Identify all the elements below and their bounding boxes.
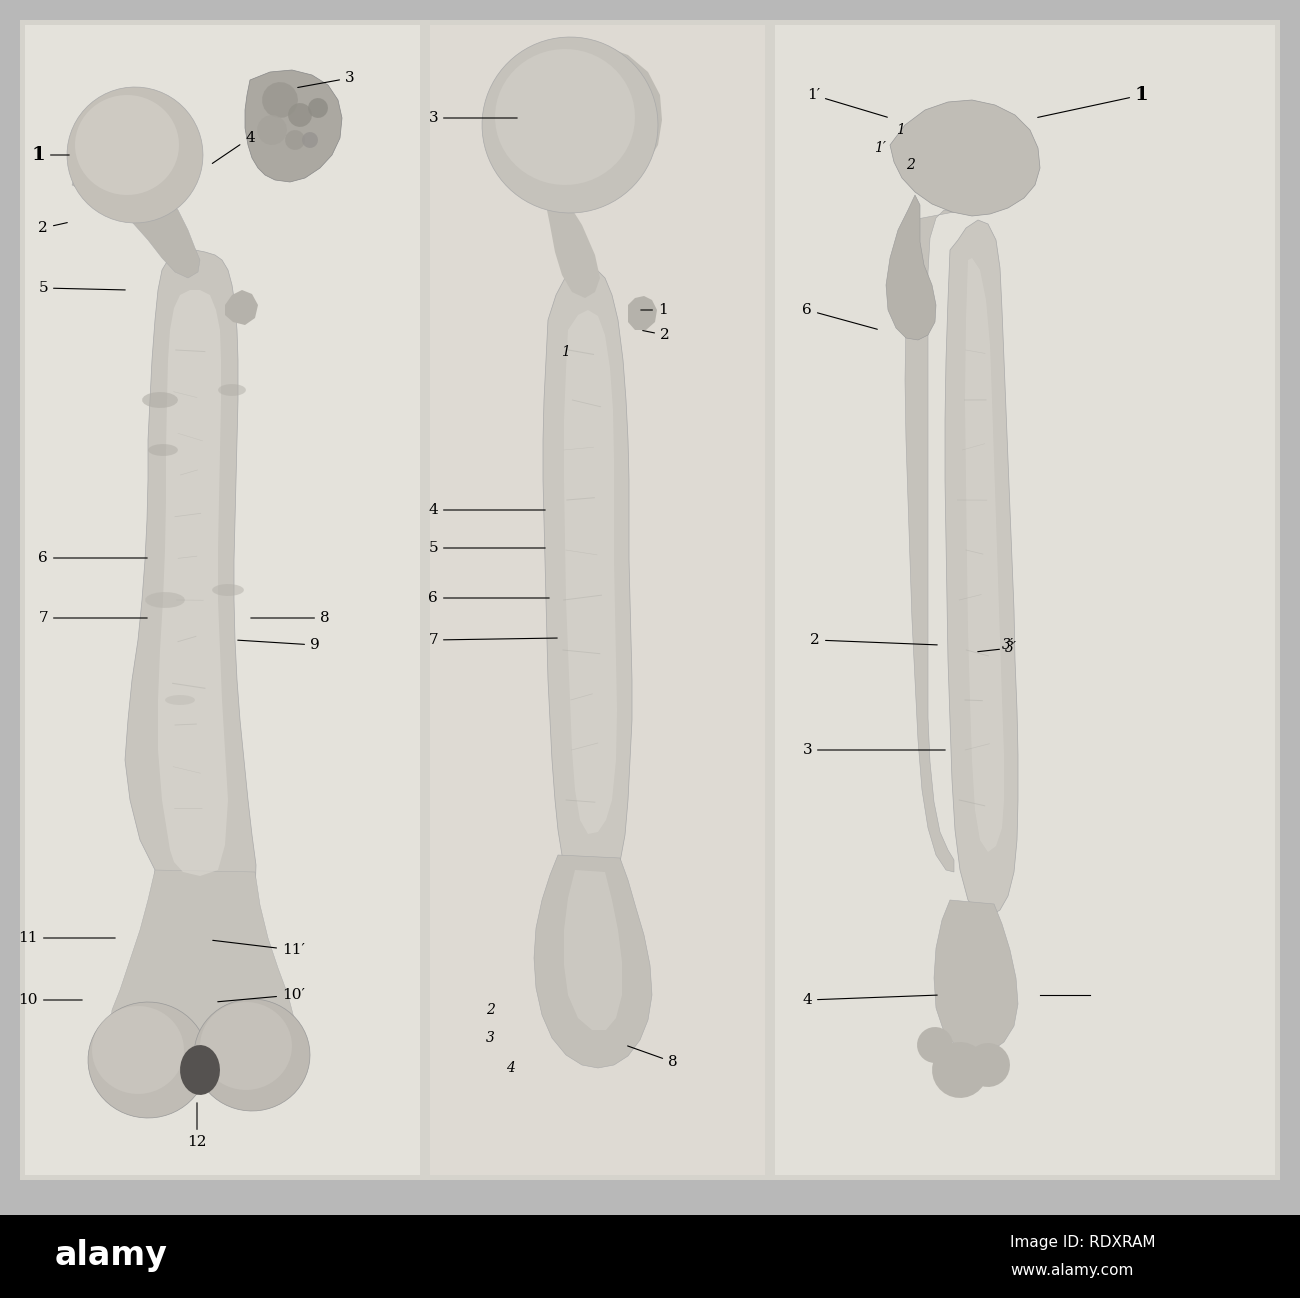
Polygon shape xyxy=(88,1002,208,1118)
Text: 1: 1 xyxy=(1037,86,1149,117)
Polygon shape xyxy=(125,251,256,958)
Polygon shape xyxy=(543,265,632,898)
Polygon shape xyxy=(289,103,312,127)
Polygon shape xyxy=(538,45,662,188)
Text: 2: 2 xyxy=(906,158,914,173)
Text: 4: 4 xyxy=(802,993,937,1007)
Polygon shape xyxy=(146,592,185,607)
Text: 1′: 1′ xyxy=(807,88,888,117)
Text: 3: 3 xyxy=(802,742,945,757)
Polygon shape xyxy=(244,70,342,182)
Polygon shape xyxy=(148,444,178,456)
Text: 7: 7 xyxy=(39,611,147,626)
Polygon shape xyxy=(111,870,295,1083)
Polygon shape xyxy=(75,95,179,195)
Polygon shape xyxy=(263,82,298,118)
Text: 1′: 1′ xyxy=(874,141,887,154)
Text: 6: 6 xyxy=(38,550,147,565)
Polygon shape xyxy=(285,130,306,151)
Bar xyxy=(430,25,764,1175)
Polygon shape xyxy=(628,296,656,330)
Polygon shape xyxy=(92,1006,185,1094)
Polygon shape xyxy=(932,1042,988,1098)
Text: 5: 5 xyxy=(39,280,125,295)
Text: www.alamy.com: www.alamy.com xyxy=(1010,1263,1134,1277)
Polygon shape xyxy=(495,49,634,186)
Text: 4: 4 xyxy=(506,1060,515,1075)
Text: 6: 6 xyxy=(802,302,878,330)
Bar xyxy=(775,25,1275,1175)
Text: alamy: alamy xyxy=(55,1240,168,1272)
Text: 4: 4 xyxy=(428,504,545,517)
Text: 7: 7 xyxy=(429,633,558,646)
Polygon shape xyxy=(945,219,1018,916)
Polygon shape xyxy=(905,210,954,872)
Polygon shape xyxy=(218,384,246,396)
Polygon shape xyxy=(528,160,601,299)
Polygon shape xyxy=(534,855,653,1068)
Polygon shape xyxy=(564,870,621,1031)
Polygon shape xyxy=(194,999,309,1111)
Text: 2: 2 xyxy=(38,221,68,235)
Bar xyxy=(20,19,1280,1180)
Polygon shape xyxy=(482,38,658,213)
Polygon shape xyxy=(966,1044,1010,1086)
Text: 10: 10 xyxy=(18,993,82,1007)
Text: 1: 1 xyxy=(896,123,905,138)
Text: 3: 3 xyxy=(298,71,355,87)
Polygon shape xyxy=(142,392,178,408)
Text: 2: 2 xyxy=(810,633,937,646)
Polygon shape xyxy=(212,584,244,596)
Polygon shape xyxy=(933,900,1018,1054)
Text: 10′: 10′ xyxy=(218,988,306,1002)
Text: 11′: 11′ xyxy=(213,940,306,957)
Polygon shape xyxy=(181,1045,220,1096)
Text: Image ID: RDXRAM: Image ID: RDXRAM xyxy=(1010,1234,1156,1250)
Polygon shape xyxy=(308,99,328,118)
Polygon shape xyxy=(200,1002,292,1090)
Text: 3′: 3′ xyxy=(978,641,1017,655)
Text: 2: 2 xyxy=(642,328,670,341)
Text: 8: 8 xyxy=(251,611,330,626)
Text: 12: 12 xyxy=(187,1103,207,1149)
Text: 4: 4 xyxy=(212,131,255,164)
Polygon shape xyxy=(68,87,203,223)
Text: 5: 5 xyxy=(429,541,545,556)
Text: 6: 6 xyxy=(428,591,549,605)
Polygon shape xyxy=(225,289,257,324)
Polygon shape xyxy=(887,195,936,340)
Bar xyxy=(25,25,420,1175)
Polygon shape xyxy=(159,289,228,876)
Polygon shape xyxy=(302,132,318,148)
Text: 2: 2 xyxy=(486,1003,494,1018)
Polygon shape xyxy=(72,167,200,278)
Text: 1: 1 xyxy=(560,345,569,360)
Text: 1: 1 xyxy=(31,145,69,164)
Text: 9: 9 xyxy=(238,639,320,652)
Text: 3: 3 xyxy=(429,112,517,125)
Polygon shape xyxy=(257,116,287,145)
Text: 1: 1 xyxy=(641,302,668,317)
Polygon shape xyxy=(165,694,195,705)
Text: 3: 3 xyxy=(486,1031,494,1045)
Text: 8: 8 xyxy=(628,1046,677,1070)
Polygon shape xyxy=(965,258,1004,851)
Text: 11: 11 xyxy=(18,931,116,945)
Polygon shape xyxy=(916,1027,953,1063)
Text: 3′: 3′ xyxy=(1002,639,1014,652)
Polygon shape xyxy=(564,310,618,835)
Polygon shape xyxy=(891,100,1040,215)
Bar xyxy=(0,1215,1300,1298)
